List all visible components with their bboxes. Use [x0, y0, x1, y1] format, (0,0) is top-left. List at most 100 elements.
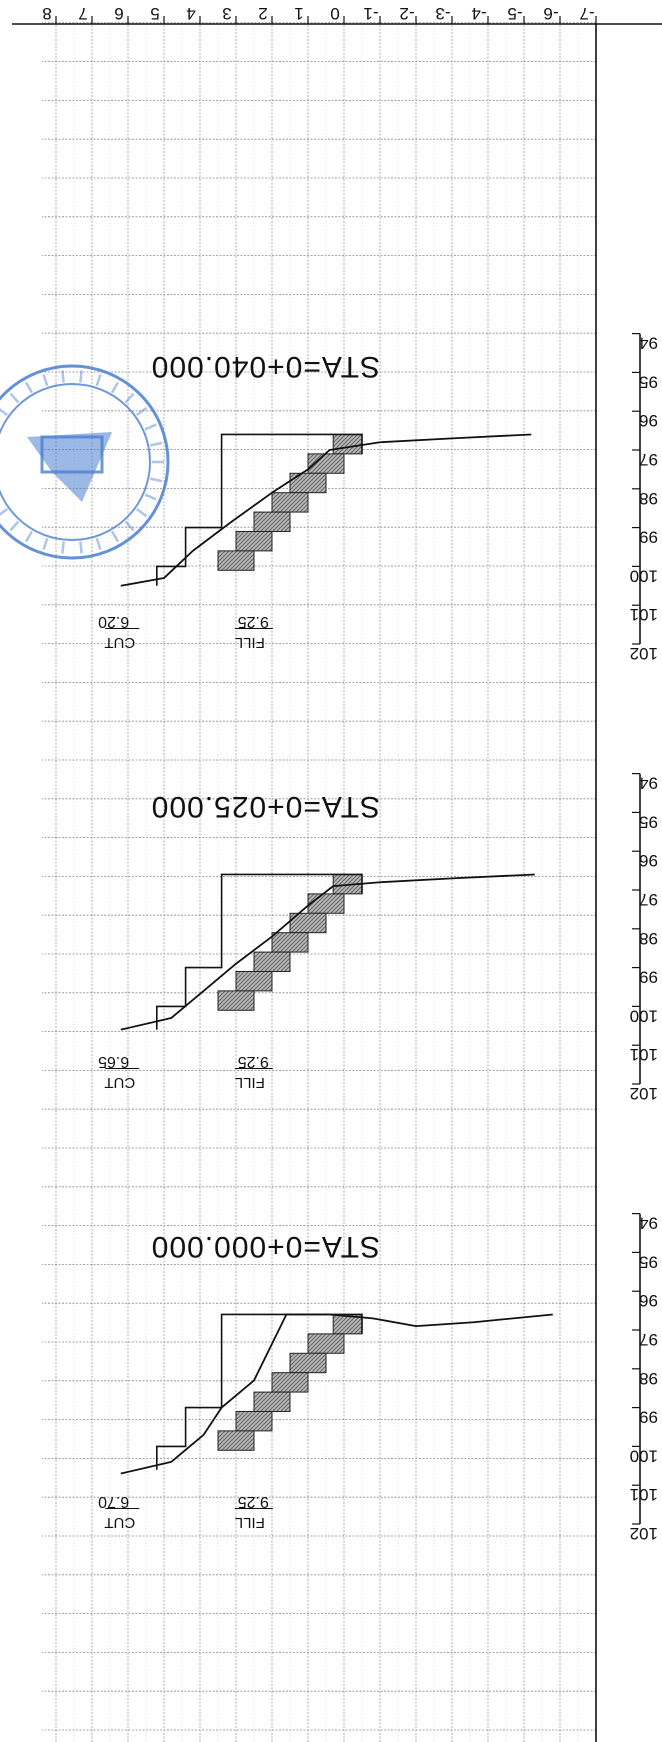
- stamp-lettering-mark: [0, 408, 9, 416]
- fill-block: [289, 1352, 327, 1374]
- elevation-label: 102: [630, 644, 658, 663]
- existing-ground-line: [120, 873, 535, 1031]
- offset-label: 1: [294, 4, 303, 23]
- offset-label: -1: [363, 4, 378, 23]
- elevation-label: 97: [639, 890, 658, 909]
- stamp-lettering-mark: [9, 392, 20, 404]
- elevation-label: 95: [639, 812, 658, 831]
- design-template-line: [155, 433, 363, 586]
- stamp-lettering-mark: [135, 508, 148, 518]
- elevation-label: 96: [639, 411, 658, 430]
- fill-block: [332, 433, 363, 455]
- stamp-lettering-mark: [144, 423, 157, 431]
- offset-label: -2: [399, 4, 414, 23]
- stamp-outer-ring: [0, 364, 170, 560]
- stamp-emblem: [27, 432, 112, 502]
- stamp-lettering-mark: [110, 381, 120, 394]
- stamp-emblem-frame: [40, 435, 104, 474]
- sections: 102 101 100 99 98 97 96 95 94 CUT 6.70 FILL 9.25 STA=…: [98, 332, 658, 1543]
- fill-block: [253, 511, 291, 532]
- elevation-label: 100: [630, 566, 658, 585]
- station-label: STA=0+040.000: [151, 350, 380, 383]
- cross-section: 102 101 100 99 98 97 96 95 94 CUT 6.70 FILL 9.25 STA=…: [98, 1212, 658, 1543]
- stamp-inner-ring: [0, 383, 151, 541]
- stamp-lettering-mark: [110, 530, 120, 543]
- stamp-lettering-mark: [9, 520, 20, 532]
- elevation-label: 98: [639, 929, 658, 948]
- elevation-label: 101: [630, 1485, 658, 1504]
- offset-label: 0: [330, 4, 339, 23]
- offset-label: 2: [258, 4, 267, 23]
- stamp-lettering-mark: [0, 508, 9, 516]
- stamp-lettering-mark: [95, 537, 102, 550]
- stamp-lettering-mark: [42, 537, 49, 550]
- cut-label: CUT: [104, 1074, 135, 1091]
- company-stamp: [0, 364, 170, 560]
- cut-value: 6.20: [98, 613, 129, 630]
- existing-ground-line: [120, 1313, 553, 1475]
- elevation-label: 97: [639, 450, 658, 469]
- offset-label: 8: [42, 4, 51, 23]
- elevation-label: 101: [630, 605, 658, 624]
- offset-label: -7: [579, 4, 594, 23]
- cut-value: 6.70: [98, 1493, 129, 1510]
- stamp-lettering-mark: [61, 541, 65, 554]
- elevation-label: 99: [639, 968, 658, 987]
- elevation-label: 95: [639, 1252, 658, 1271]
- elevation-label: 94: [639, 774, 658, 793]
- stamp-lettering-mark: [149, 441, 163, 447]
- stamp-lettering-mark: [149, 477, 163, 483]
- station-label: STA=0+025.000: [151, 790, 380, 823]
- elevation-label: 96: [639, 851, 658, 870]
- fill-block: [271, 932, 309, 953]
- offset-label: -6: [543, 4, 558, 23]
- axis-labels: -7 -6 -5 -4 -3 -2 -1 0 1 2 3 4 5 6 7 8: [42, 4, 594, 23]
- stamp-lettering-mark: [135, 406, 148, 416]
- elevation-label: 98: [639, 1369, 658, 1388]
- cross-section: 102 101 100 99 98 97 96 95 94 CUT 6.20 FILL 9.25 STA=…: [98, 332, 658, 663]
- elevation-label: 94: [639, 334, 658, 353]
- fill-block: [289, 472, 327, 494]
- fill-block: [271, 492, 309, 513]
- fill-block: [253, 1391, 291, 1412]
- elevation-label: 102: [630, 1524, 658, 1543]
- offset-label: -4: [471, 4, 486, 23]
- elevation-label: 101: [630, 1045, 658, 1064]
- stamp-lettering-mark: [24, 530, 34, 543]
- fill-block: [307, 893, 345, 914]
- cut-value: 6.65: [98, 1053, 129, 1070]
- elevation-label: 99: [639, 1408, 658, 1427]
- station-label: STA=0+000.000: [151, 1230, 380, 1263]
- cross-section: 102 101 100 99 98 97 96 95 94 CUT 6.65 FILL 9.25 STA=…: [98, 772, 658, 1103]
- stamp-lettering-mark: [95, 374, 102, 387]
- stamp-lettering-mark: [79, 541, 83, 554]
- offset-label: -3: [435, 4, 450, 23]
- elevation-label: 96: [639, 1291, 658, 1310]
- elevation-label: 98: [639, 489, 658, 508]
- elevation-label: 100: [630, 1006, 658, 1025]
- fill-block: [271, 1372, 309, 1393]
- cut-label: CUT: [104, 1514, 135, 1531]
- design-template-line: [155, 873, 363, 1030]
- fill-label: FILL: [235, 634, 265, 651]
- cut-label: CUT: [104, 634, 135, 651]
- stamp-lettering-mark: [42, 374, 49, 387]
- stamp-lettering-mark: [144, 493, 157, 501]
- fill-value: 9.25: [238, 1493, 269, 1510]
- stamp-lettering-mark: [61, 370, 65, 383]
- elevation-label: 100: [630, 1446, 658, 1465]
- fill-block: [217, 550, 255, 571]
- elevation-label: 94: [639, 1214, 658, 1233]
- stamp-lettering-mark: [79, 370, 83, 383]
- fill-block: [235, 970, 273, 992]
- offset-label: 4: [186, 4, 195, 23]
- fill-label: FILL: [235, 1074, 265, 1091]
- offset-label: 6: [114, 4, 123, 23]
- fill-block: [235, 1410, 273, 1432]
- fill-block: [307, 1333, 345, 1354]
- elevation-label: 95: [639, 372, 658, 391]
- fill-block: [217, 990, 255, 1011]
